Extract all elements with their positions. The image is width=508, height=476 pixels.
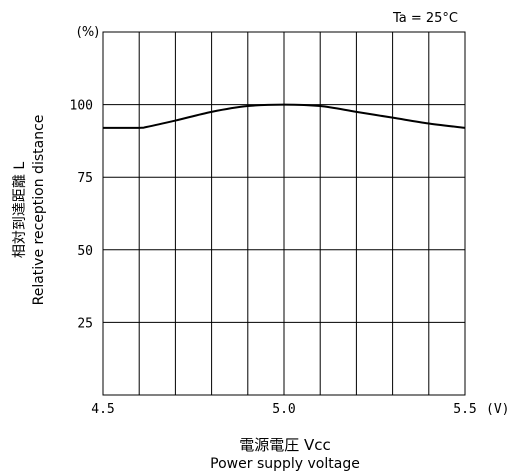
x-unit-label: (V) [486,402,508,417]
condition-label: Ta = 25°C [392,11,458,26]
x-tick-labels: 4.5 5.0 5.5 [91,402,476,417]
y-tick-labels: 25 50 75 100 [70,99,93,332]
x-tick-label: 4.5 [91,402,114,417]
grid [103,32,465,395]
y-tick-label: 25 [77,316,93,331]
plot-frame [102,31,466,396]
y-tick-label: 75 [77,171,93,186]
y-tick-label: 100 [70,99,93,114]
x-axis-label-en: Power supply voltage [210,456,360,472]
y-axis-label-jp: 相対到達距離 L [11,162,28,258]
x-axis-label-jp: 電源電圧 Vcc [239,436,331,454]
x-tick-label: 5.5 [453,402,476,417]
y-tick-label: 50 [77,244,93,259]
x-tick-label: 5.0 [272,402,295,417]
series-line [102,103,466,129]
y-unit-label: (%) [77,25,100,40]
y-axis-label-en: Relative reception distance [31,115,47,306]
